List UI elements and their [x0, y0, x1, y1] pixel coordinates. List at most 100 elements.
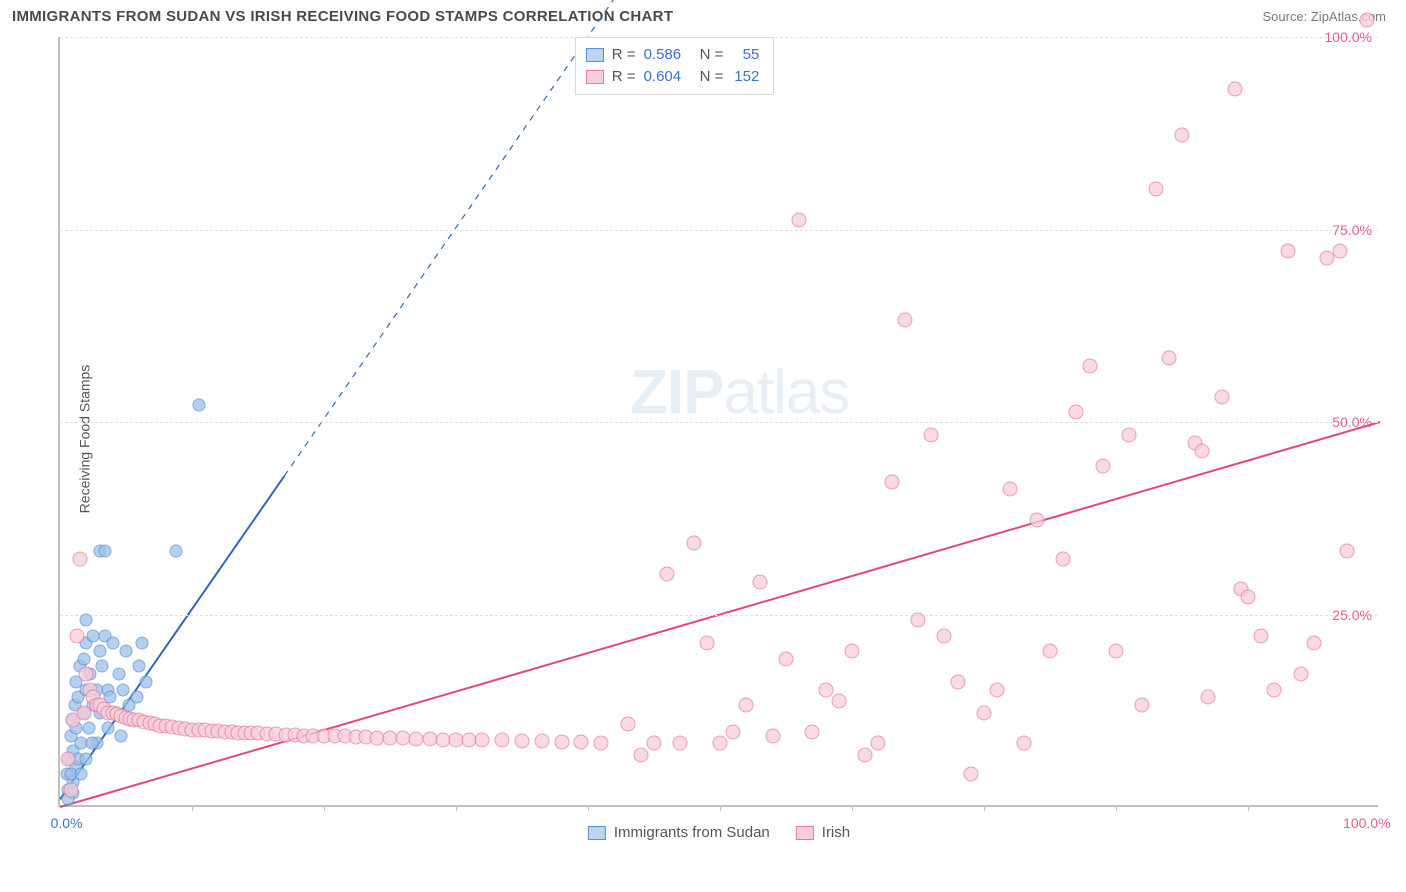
data-point-irish	[594, 735, 609, 750]
data-point-irish	[871, 736, 886, 751]
data-point-irish	[534, 734, 549, 749]
x-tick-label: 100.0%	[1343, 815, 1390, 831]
x-tick	[324, 805, 325, 811]
x-tick	[1248, 805, 1249, 811]
legend-label: Immigrants from Sudan	[614, 824, 770, 841]
data-point-sudan	[113, 668, 126, 681]
data-point-irish	[79, 667, 94, 682]
n-value: 55	[731, 44, 759, 66]
y-tick-label: 100.0%	[1325, 29, 1372, 45]
data-point-irish	[739, 697, 754, 712]
legend-swatch	[796, 826, 814, 840]
n-label: N =	[700, 66, 724, 88]
legend-swatch	[586, 70, 604, 84]
r-label: R =	[612, 66, 636, 88]
x-tick	[852, 805, 853, 811]
data-point-irish	[963, 767, 978, 782]
data-point-sudan	[135, 637, 148, 650]
data-point-irish	[647, 736, 662, 751]
x-tick-label: 0.0%	[51, 815, 83, 831]
data-point-irish	[1241, 590, 1256, 605]
gridline-h	[60, 615, 1378, 616]
data-point-irish	[1214, 389, 1229, 404]
data-point-irish	[924, 428, 939, 443]
data-point-irish	[1016, 736, 1031, 751]
data-point-irish	[633, 747, 648, 762]
data-point-irish	[63, 782, 78, 797]
data-point-sudan	[114, 729, 127, 742]
data-point-irish	[805, 724, 820, 739]
correlation-legend: R =0.586N =55R =0.604N =152	[575, 37, 775, 95]
series-legend: Immigrants from Sudan Irish	[588, 824, 850, 841]
data-point-irish	[72, 551, 87, 566]
data-point-irish	[1148, 182, 1163, 197]
data-point-sudan	[77, 652, 90, 665]
data-point-irish	[1280, 243, 1295, 258]
r-label: R =	[612, 44, 636, 66]
n-label: N =	[700, 44, 724, 66]
chart-container: Receiving Food Stamps ZIPatlas 100.0%75.…	[14, 29, 1394, 849]
data-point-irish	[1227, 81, 1242, 96]
r-value: 0.586	[644, 44, 692, 66]
data-point-irish	[950, 674, 965, 689]
data-point-irish	[495, 733, 510, 748]
data-point-irish	[858, 747, 873, 762]
data-point-sudan	[83, 722, 96, 735]
data-point-irish	[1293, 667, 1308, 682]
y-tick-label: 75.0%	[1332, 222, 1372, 238]
data-point-irish	[660, 567, 675, 582]
data-point-irish	[765, 728, 780, 743]
data-point-irish	[726, 724, 741, 739]
watermark: ZIPatlas	[630, 357, 849, 428]
data-point-sudan	[85, 737, 98, 750]
data-point-irish	[977, 705, 992, 720]
data-point-irish	[1201, 690, 1216, 705]
legend-swatch	[586, 48, 604, 62]
trend-lines	[60, 37, 1378, 805]
data-point-irish	[884, 474, 899, 489]
data-point-sudan	[101, 722, 114, 735]
data-point-irish	[1003, 482, 1018, 497]
legend-label: Irish	[822, 824, 850, 841]
data-point-irish	[1056, 551, 1071, 566]
data-point-irish	[1135, 697, 1150, 712]
data-point-irish	[1175, 128, 1190, 143]
data-point-irish	[1095, 459, 1110, 474]
legend-item: Irish	[796, 824, 850, 841]
data-point-irish	[475, 733, 490, 748]
data-point-irish	[792, 212, 807, 227]
data-point-irish	[1029, 513, 1044, 528]
data-point-irish	[515, 734, 530, 749]
data-point-sudan	[120, 645, 133, 658]
data-point-irish	[897, 312, 912, 327]
data-point-irish	[1069, 405, 1084, 420]
data-point-irish	[554, 734, 569, 749]
data-point-sudan	[93, 645, 106, 658]
data-point-irish	[673, 736, 688, 751]
data-point-irish	[699, 636, 714, 651]
data-point-irish	[911, 613, 926, 628]
data-point-sudan	[80, 614, 93, 627]
data-point-sudan	[80, 752, 93, 765]
data-point-irish	[818, 682, 833, 697]
gridline-h	[60, 230, 1378, 231]
data-point-irish	[779, 651, 794, 666]
data-point-irish	[1161, 351, 1176, 366]
data-point-sudan	[106, 637, 119, 650]
data-point-irish	[1082, 359, 1097, 374]
data-point-irish	[1359, 12, 1374, 27]
x-tick	[588, 805, 589, 811]
data-point-irish	[1307, 636, 1322, 651]
data-point-irish	[1333, 243, 1348, 258]
data-point-irish	[70, 628, 85, 643]
data-point-irish	[620, 717, 635, 732]
x-tick	[984, 805, 985, 811]
data-point-irish	[1340, 543, 1355, 558]
plot-area: ZIPatlas 100.0%75.0%50.0%25.0%0.0%100.0%…	[58, 37, 1378, 807]
y-tick-label: 25.0%	[1332, 607, 1372, 623]
data-point-irish	[937, 628, 952, 643]
data-point-sudan	[96, 660, 109, 673]
x-tick	[720, 805, 721, 811]
x-tick	[192, 805, 193, 811]
data-point-irish	[1043, 644, 1058, 659]
